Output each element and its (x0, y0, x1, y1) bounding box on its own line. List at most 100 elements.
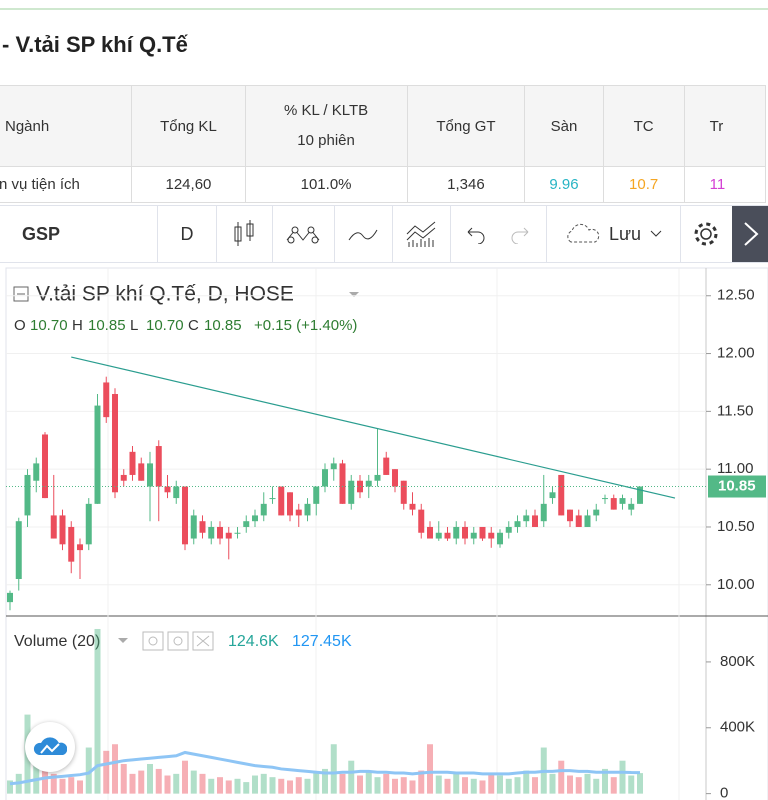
volume-bar (444, 778, 451, 794)
candle-body (155, 446, 162, 487)
chart-frame (5, 267, 768, 800)
interval-button[interactable]: D (158, 206, 217, 262)
study-button[interactable] (392, 206, 451, 262)
candle-body (558, 474, 565, 516)
icon (286, 226, 320, 244)
table-cell: n vụ tiện ích (0, 166, 133, 203)
candle-body (637, 486, 643, 504)
candle-body (138, 463, 145, 481)
candle-body (304, 503, 311, 516)
dropdown-icon[interactable] (349, 292, 359, 297)
col-header: Tr (683, 85, 767, 167)
last-price-box (708, 475, 766, 498)
col-header: Tổng GT (406, 85, 526, 167)
volume-bar (330, 744, 337, 794)
y-tick-label: 10.00 (717, 576, 755, 593)
col-header: Ngành (0, 85, 133, 167)
volume-bar (164, 775, 171, 794)
candle-body (348, 480, 355, 504)
candle-body (217, 526, 223, 539)
candle-body (593, 509, 600, 516)
icon (744, 222, 759, 246)
volume-bar (567, 775, 573, 794)
last-price-label: 10.85 (718, 477, 756, 494)
candle-body (269, 498, 276, 500)
redo-button[interactable] (510, 224, 534, 244)
candle-body (112, 394, 118, 493)
toolbar: GSP D Lưu (0, 205, 768, 263)
candle-body (313, 486, 320, 504)
volume-ma-value: 127.45K (292, 633, 352, 650)
candle-body (120, 474, 127, 481)
col-header: Tổng KL (131, 85, 246, 167)
indicators-button[interactable] (272, 206, 335, 262)
candle-type-button[interactable] (216, 206, 273, 262)
volume-bar (470, 778, 477, 794)
compare-button[interactable] (334, 206, 393, 262)
candle-body (252, 515, 258, 522)
candle-body (225, 532, 232, 539)
col-header: TC (602, 85, 685, 167)
col-header: % KL / KLTB 10 phiên (244, 85, 408, 167)
volume-bar (252, 775, 258, 794)
settings-button[interactable] (680, 206, 733, 262)
volume-bar (584, 773, 591, 794)
icon (234, 220, 254, 246)
candle-body (287, 492, 293, 516)
volume-bar (138, 770, 145, 794)
volume-bar (400, 777, 407, 794)
pane-icons[interactable] (142, 631, 214, 651)
volume-bar (628, 775, 635, 794)
volume-bar (304, 778, 311, 794)
icon (348, 229, 378, 241)
volume-bar (295, 777, 302, 794)
legend-key: H (72, 317, 83, 334)
candle-body (339, 463, 346, 504)
candle-body (182, 486, 188, 545)
undo-redo (450, 206, 547, 262)
candle-body (234, 532, 241, 534)
candle-body (470, 532, 477, 539)
volume-bar (409, 780, 416, 794)
volume-bar (94, 628, 101, 794)
volume-bar (479, 780, 486, 794)
table-cell: 101.0% (244, 166, 408, 203)
candle-body (103, 382, 110, 418)
symbol-button[interactable]: GSP (0, 206, 158, 262)
volume-bar (313, 772, 320, 794)
volume-bar (68, 777, 75, 794)
y-tick-label: 11.50 (717, 402, 753, 419)
candle-body (409, 503, 416, 510)
icon (33, 737, 67, 755)
page-title: - V.tải SP khí Q.Tế (2, 32, 188, 57)
candle-body (619, 498, 626, 504)
save-button[interactable]: Lưu (546, 206, 681, 262)
candle-body (514, 521, 521, 527)
candle-body (365, 480, 372, 487)
candle-body (602, 498, 608, 500)
candle-body (77, 544, 83, 551)
candle-body (610, 498, 617, 510)
volume-bar (287, 780, 293, 794)
logo-button[interactable] (25, 722, 75, 772)
volume-ma-line (9, 750, 641, 786)
volume-bar (435, 775, 442, 794)
volume-bar (532, 777, 538, 794)
icon (650, 230, 662, 237)
y-tick-label: 12.50 (717, 287, 755, 304)
trendline (71, 356, 676, 499)
volume-bar (85, 747, 92, 794)
volume-bar (575, 777, 582, 794)
dropdown-icon[interactable] (118, 638, 128, 643)
volume-bar (523, 770, 530, 794)
y-tick-label: 11.00 (717, 460, 753, 477)
expand-button[interactable] (732, 206, 768, 262)
volume-bar (610, 777, 617, 794)
volume-bar (155, 768, 162, 794)
candle-body (532, 515, 538, 527)
collapse-icon[interactable] (13, 286, 29, 302)
icon (694, 222, 718, 246)
candle-body (243, 521, 250, 527)
col-header-text: % KL / KLTB (283, 102, 369, 119)
undo-button[interactable] (462, 224, 486, 244)
